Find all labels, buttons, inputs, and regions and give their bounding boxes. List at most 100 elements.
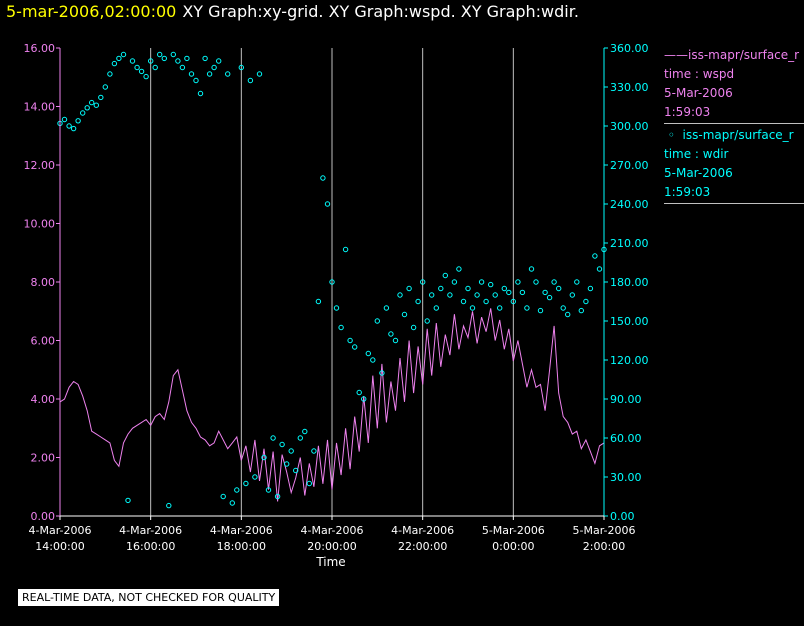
series-point-wdir	[583, 298, 589, 305]
series-point-wdir	[220, 493, 226, 500]
series-point-wdir	[556, 285, 562, 292]
series-point-wdir	[361, 396, 367, 402]
series-point-wdir	[392, 337, 399, 344]
series-point-wdir	[98, 94, 104, 101]
title-datetime: 5-mar-2006,02:00:00	[6, 2, 177, 21]
series-point-wdir	[565, 311, 571, 318]
series-point-wdir	[256, 71, 263, 77]
series-point-wdir	[188, 71, 195, 77]
series-point-wdir	[311, 448, 317, 454]
series-point-wdir	[515, 279, 521, 285]
series-layer	[57, 51, 607, 509]
series-point-wdir	[179, 64, 186, 71]
series-point-wdir	[315, 298, 322, 305]
series-point-wdir	[578, 307, 584, 314]
series-point-wdir	[75, 118, 81, 124]
series-point-wdir	[293, 467, 299, 474]
right-tick-label-8: 240.00	[610, 198, 649, 211]
series-point-wdir	[569, 292, 575, 298]
grid-layer	[150, 48, 514, 516]
right-tick-label-1: 30.00	[610, 471, 642, 484]
left-tick-label-0: 0.00	[31, 510, 56, 523]
series-point-wdir	[206, 71, 213, 77]
series-point-wdir	[501, 285, 507, 292]
series-point-wdir	[120, 51, 127, 58]
series-point-wdir	[320, 175, 326, 181]
series-point-wdir	[111, 60, 118, 67]
x-axis-label: Time	[315, 555, 345, 569]
series-point-wdir	[338, 324, 344, 331]
series-point-wdir	[460, 298, 467, 305]
series-point-wdir	[107, 71, 113, 77]
series-point-wdir	[265, 487, 272, 493]
series-point-wdir	[415, 298, 421, 305]
series-point-wdir	[488, 281, 494, 288]
series-point-wdir	[497, 305, 503, 311]
series-point-wdir	[410, 324, 417, 331]
x-tick-label-date-4: 4-Mar-2006	[391, 524, 454, 537]
legend-wspd-date: 5-Mar-2006	[664, 86, 733, 100]
x-tick-label-date-5: 5-Mar-2006	[482, 524, 545, 537]
x-tick-label-time-0: 14:00:00	[35, 540, 84, 553]
series-point-wdir	[438, 285, 444, 292]
series-point-wdir	[551, 279, 557, 285]
series-point-wdir	[596, 266, 603, 272]
left-tick-label-1: 2.00	[31, 452, 56, 465]
legend-wdir-source: ◦ iss-mapr/surface_r	[664, 128, 794, 142]
series-point-wdir	[560, 305, 566, 311]
series-point-wdir	[433, 305, 439, 311]
series-point-wdir	[193, 77, 199, 84]
legend-wdir-variable: time : wdir	[664, 147, 729, 161]
series-point-wdir	[442, 272, 448, 279]
series-point-wdir	[397, 292, 403, 298]
series-point-wdir	[184, 55, 190, 62]
series-point-wdir	[138, 68, 145, 75]
series-point-wdir	[225, 71, 231, 77]
series-point-wdir	[365, 350, 371, 357]
axes-layer: 0.00 2.00 4.00 6.00 8.00 10.00 12.00 14.00 16.00…	[24, 42, 649, 553]
series-point-wdir	[456, 266, 462, 272]
series-point-wdir	[306, 480, 312, 487]
left-tick-label-5: 10.00	[24, 218, 56, 231]
series-point-wdir	[406, 285, 412, 292]
x-tick-label-time-5: 0:00:00	[492, 540, 534, 553]
series-point-wdir	[211, 64, 217, 71]
series-point-wdir	[388, 331, 394, 337]
series-point-wdir	[478, 279, 485, 285]
legend: ——iss-mapr/surface_r time : wspd 5-Mar-2…	[664, 46, 804, 206]
series-point-wdir	[252, 474, 258, 480]
right-tick-label-3: 90.00	[610, 393, 642, 406]
x-tick-label-time-4: 22:00:00	[398, 540, 447, 553]
series-point-wdir	[592, 253, 598, 259]
left-tick-label-8: 16.00	[24, 42, 56, 55]
series-point-wdir	[370, 357, 376, 363]
left-tick-label-6: 12.00	[24, 159, 56, 172]
series-point-wdir	[102, 84, 109, 90]
series-point-wdir	[401, 311, 408, 318]
series-point-wdir	[469, 305, 476, 311]
series-point-wdir	[66, 123, 72, 129]
series-point-wdir	[161, 55, 168, 62]
series-point-wdir	[324, 201, 331, 207]
series-point-wdir	[129, 58, 136, 64]
legend-entry-wspd: ——iss-mapr/surface_r time : wspd 5-Mar-2…	[664, 46, 804, 124]
x-tick-label-time-3: 20:00:00	[307, 540, 356, 553]
series-point-wdir	[143, 73, 149, 80]
series-point-wdir	[352, 344, 358, 350]
right-tick-label-11: 330.00	[610, 81, 649, 94]
x-tick-label-time-1: 16:00:00	[126, 540, 175, 553]
legend-wdir-date: 5-Mar-2006	[664, 166, 733, 180]
legend-wdir-time: 1:59:03	[664, 185, 711, 199]
series-point-wdir	[537, 307, 544, 314]
series-point-wdir	[166, 502, 172, 509]
series-point-wdir	[125, 497, 131, 504]
series-point-wdir	[80, 110, 86, 116]
series-point-wdir	[474, 292, 480, 298]
series-point-wdir	[533, 279, 539, 285]
series-point-wdir	[528, 266, 535, 272]
series-point-wdir	[175, 58, 181, 64]
series-point-wdir	[524, 305, 530, 311]
x-tick-label-time-2: 18:00:00	[217, 540, 266, 553]
series-point-wdir	[284, 461, 290, 467]
series-point-wdir	[202, 55, 208, 62]
